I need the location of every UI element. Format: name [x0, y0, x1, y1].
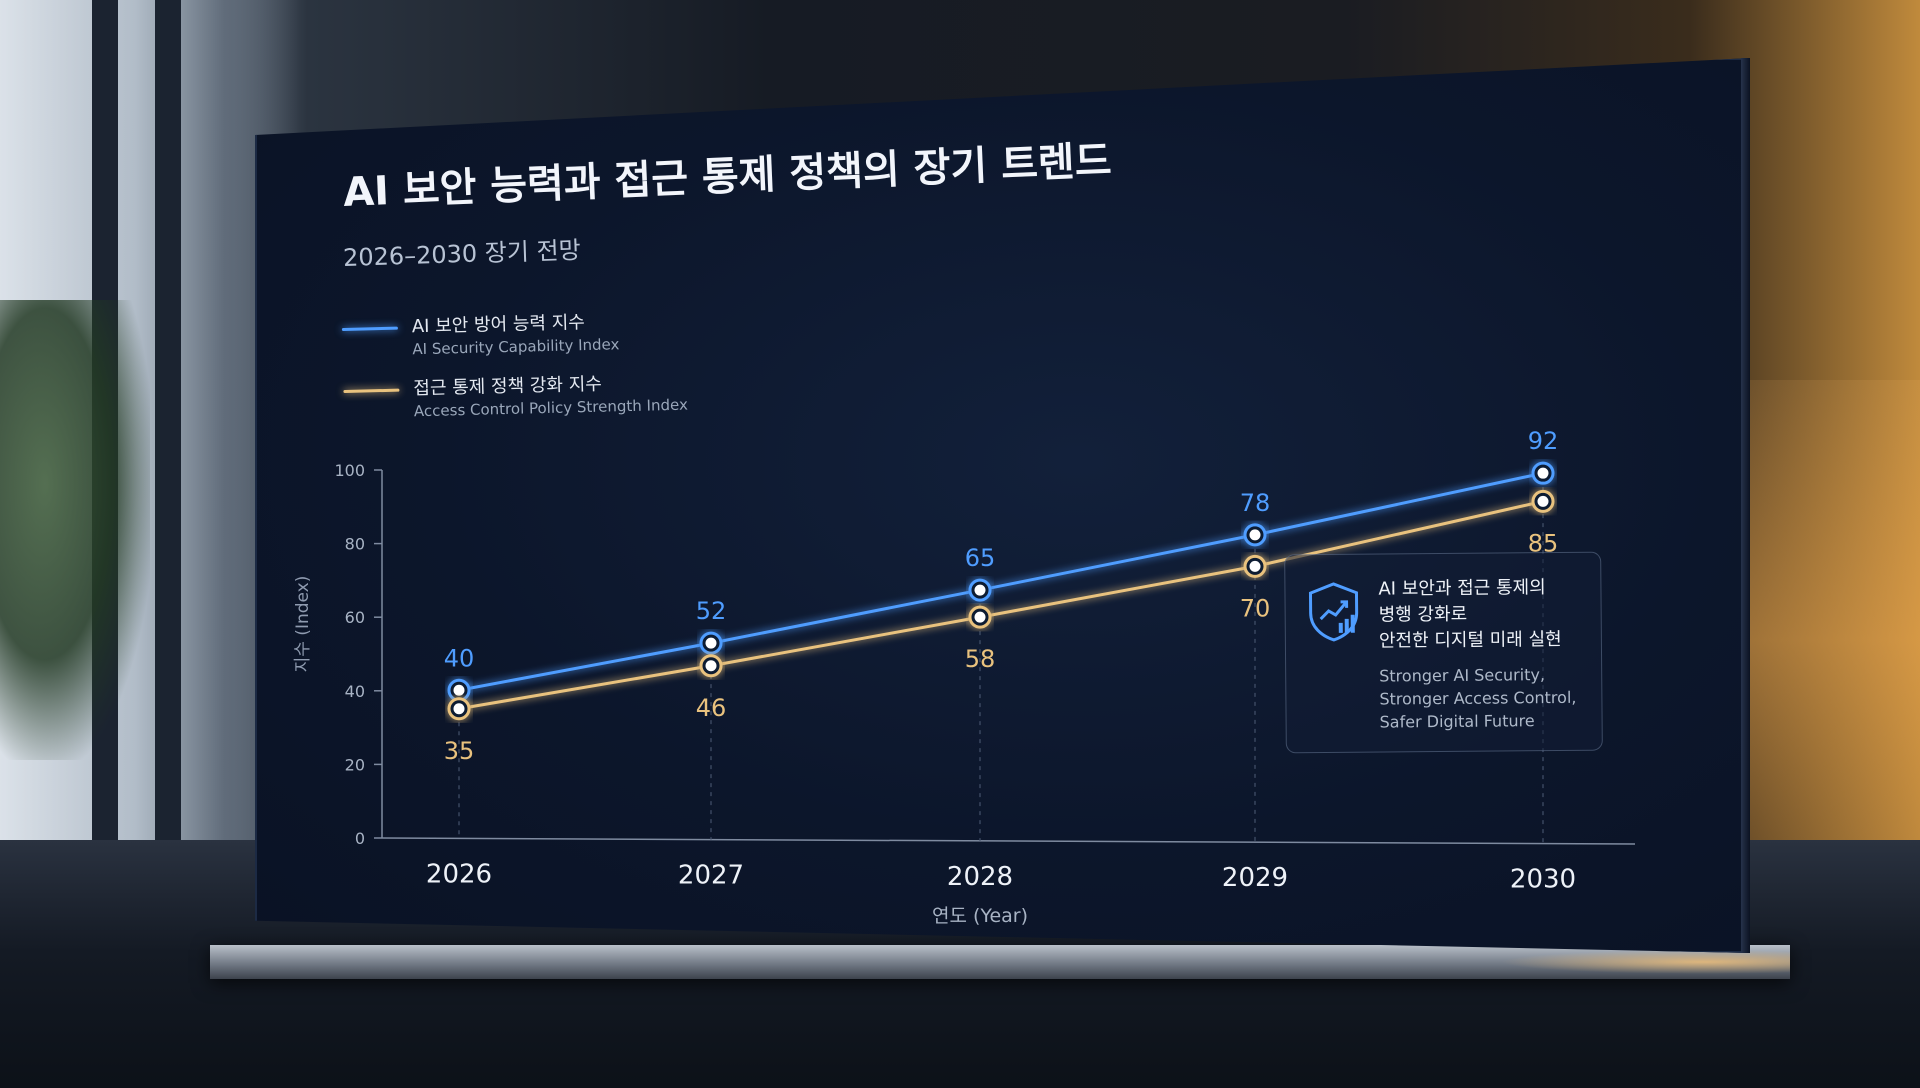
data-point [453, 684, 465, 696]
shield-chart-icon [1308, 582, 1359, 642]
x-tick-label: 2029 [1222, 863, 1288, 893]
x-axis [381, 837, 1636, 845]
y-tick-label: 40 [345, 682, 365, 701]
y-tick-label: 80 [345, 535, 365, 554]
callout-line: Safer Digital Future [1379, 711, 1535, 732]
data-label: 92 [1528, 427, 1559, 455]
data-point [705, 637, 717, 649]
x-tick-label: 2026 [426, 859, 492, 889]
callout-text-en: Stronger AI Security, Stronger Access Co… [1379, 663, 1577, 734]
data-label: 65 [965, 544, 996, 572]
data-label: 70 [1240, 594, 1271, 622]
y-tick-label: 0 [355, 829, 365, 848]
callout-line: Stronger AI Security, [1379, 665, 1546, 686]
callout-line: AI 보안과 접근 통제의 [1378, 577, 1546, 600]
background-plant [0, 300, 150, 760]
display-panel-edge [1741, 58, 1750, 953]
data-label: 52 [696, 597, 727, 625]
data-label: 46 [696, 694, 727, 722]
callout-text-kr: AI 보안과 접근 통제의 병행 강화로 안전한 디지털 미래 실현 [1378, 575, 1561, 655]
data-point [974, 611, 986, 623]
y-tick-label: 100 [334, 461, 365, 480]
data-point [1537, 467, 1549, 479]
data-point [1249, 560, 1261, 572]
callout-line: Stronger Access Control, [1379, 687, 1577, 709]
x-tick-label: 2028 [947, 862, 1013, 892]
data-label: 40 [444, 644, 475, 672]
stand-glow [1500, 950, 1790, 974]
data-label: 58 [965, 645, 996, 673]
data-point [1537, 495, 1549, 507]
data-point [705, 660, 717, 672]
data-label: 78 [1240, 489, 1271, 517]
window-mullion [155, 0, 181, 850]
data-point [974, 584, 986, 596]
callout-line: 안전한 디지털 미래 실현 [1378, 628, 1562, 652]
y-axis-label: 지수 (Index) [293, 576, 313, 673]
x-tick-label: 2030 [1510, 865, 1576, 895]
background-light [1720, 380, 1920, 900]
y-tick-label: 60 [345, 608, 365, 627]
callout-line: 병행 강화로 [1378, 603, 1468, 626]
y-tick-label: 20 [345, 755, 365, 774]
data-label: 35 [444, 737, 475, 765]
display-panel [255, 58, 1750, 953]
data-point [1249, 529, 1261, 541]
x-tick-label: 2027 [678, 861, 744, 891]
callout-box: AI 보안과 접근 통제의 병행 강화로 안전한 디지털 미래 실현 Stron… [1284, 551, 1603, 754]
x-axis-label: 연도 (Year) [932, 905, 1028, 927]
data-point [453, 703, 465, 715]
